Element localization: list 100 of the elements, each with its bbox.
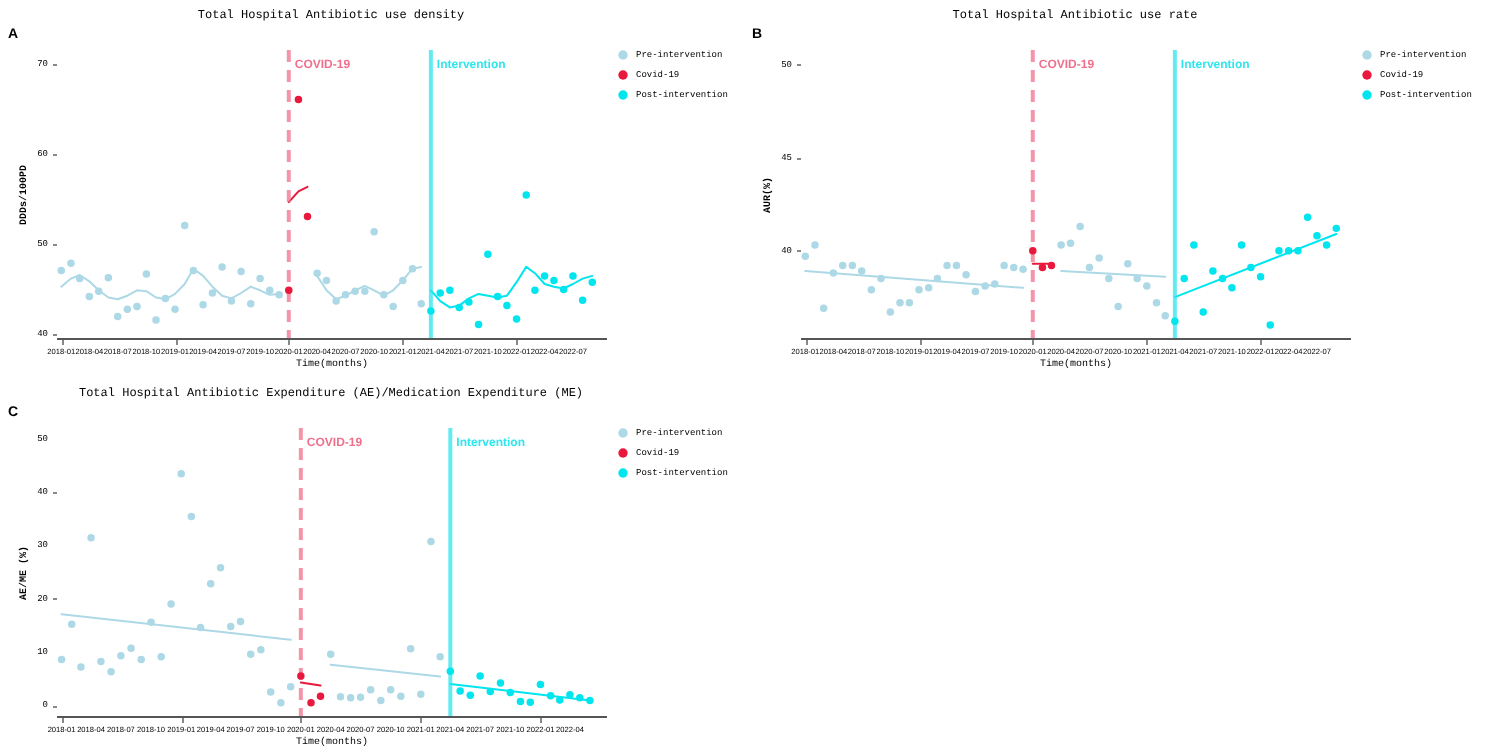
point bbox=[1256, 272, 1265, 281]
point bbox=[829, 269, 838, 277]
point bbox=[157, 653, 165, 661]
point bbox=[351, 287, 359, 295]
point bbox=[455, 303, 463, 312]
point bbox=[389, 302, 397, 311]
point bbox=[588, 278, 597, 286]
point bbox=[226, 622, 235, 631]
point bbox=[307, 698, 315, 707]
point bbox=[377, 696, 385, 705]
point bbox=[341, 291, 350, 299]
point bbox=[1199, 308, 1207, 316]
point bbox=[905, 298, 914, 307]
point bbox=[117, 652, 125, 660]
point bbox=[294, 95, 303, 104]
point bbox=[531, 286, 539, 295]
point bbox=[427, 537, 435, 546]
point bbox=[133, 302, 141, 311]
point bbox=[484, 250, 492, 259]
point bbox=[456, 687, 464, 695]
point bbox=[522, 191, 530, 199]
point bbox=[237, 267, 245, 276]
point bbox=[1066, 239, 1075, 247]
point bbox=[87, 534, 95, 542]
point bbox=[465, 298, 473, 306]
point bbox=[1029, 246, 1037, 255]
point bbox=[1095, 254, 1103, 262]
point bbox=[408, 264, 417, 273]
point bbox=[206, 580, 215, 588]
point bbox=[386, 686, 395, 694]
point bbox=[152, 316, 160, 324]
point bbox=[218, 263, 226, 271]
point bbox=[496, 679, 505, 687]
point bbox=[361, 287, 369, 295]
point bbox=[77, 663, 85, 671]
point bbox=[1171, 317, 1179, 326]
point bbox=[446, 667, 455, 675]
point bbox=[1105, 274, 1113, 283]
point bbox=[75, 274, 84, 283]
point bbox=[336, 693, 345, 701]
point bbox=[867, 285, 876, 294]
point bbox=[123, 305, 132, 313]
point bbox=[503, 301, 511, 310]
point bbox=[1294, 246, 1302, 255]
point bbox=[322, 276, 331, 285]
point bbox=[877, 274, 885, 283]
point bbox=[991, 280, 999, 288]
point bbox=[1180, 274, 1188, 283]
point bbox=[256, 274, 264, 283]
point bbox=[819, 304, 828, 313]
point bbox=[406, 645, 415, 653]
point bbox=[506, 688, 515, 697]
point bbox=[857, 267, 866, 275]
point bbox=[559, 285, 568, 294]
point bbox=[427, 307, 435, 315]
point bbox=[257, 646, 265, 654]
point bbox=[142, 270, 151, 278]
point bbox=[848, 261, 857, 270]
point bbox=[896, 298, 904, 307]
point bbox=[1114, 302, 1122, 311]
point bbox=[57, 655, 66, 664]
point bbox=[1228, 284, 1236, 292]
point bbox=[346, 694, 355, 702]
point bbox=[247, 300, 255, 308]
point bbox=[569, 272, 577, 280]
point bbox=[266, 688, 275, 696]
point bbox=[1209, 267, 1217, 275]
point bbox=[915, 285, 923, 294]
point bbox=[236, 617, 245, 626]
point bbox=[546, 692, 555, 700]
point bbox=[1152, 298, 1161, 307]
point bbox=[417, 690, 425, 698]
point bbox=[436, 289, 444, 297]
point bbox=[246, 650, 255, 658]
point bbox=[199, 300, 207, 309]
point bbox=[266, 286, 274, 295]
point bbox=[446, 286, 454, 295]
point bbox=[556, 696, 564, 704]
point bbox=[227, 297, 236, 305]
point bbox=[436, 653, 444, 661]
point bbox=[57, 266, 66, 275]
point bbox=[578, 296, 587, 304]
point bbox=[285, 286, 293, 295]
point bbox=[187, 512, 196, 521]
point bbox=[286, 682, 295, 691]
point bbox=[370, 228, 378, 236]
point bbox=[107, 668, 115, 676]
point bbox=[1010, 263, 1018, 272]
point bbox=[971, 287, 980, 296]
point bbox=[313, 269, 321, 277]
point bbox=[316, 692, 325, 700]
point bbox=[512, 315, 521, 323]
point bbox=[167, 600, 175, 608]
point bbox=[1266, 321, 1274, 329]
point bbox=[85, 292, 94, 301]
point bbox=[466, 691, 475, 699]
point bbox=[1284, 246, 1293, 255]
point bbox=[1143, 282, 1151, 290]
point bbox=[397, 692, 405, 700]
point bbox=[366, 686, 375, 694]
